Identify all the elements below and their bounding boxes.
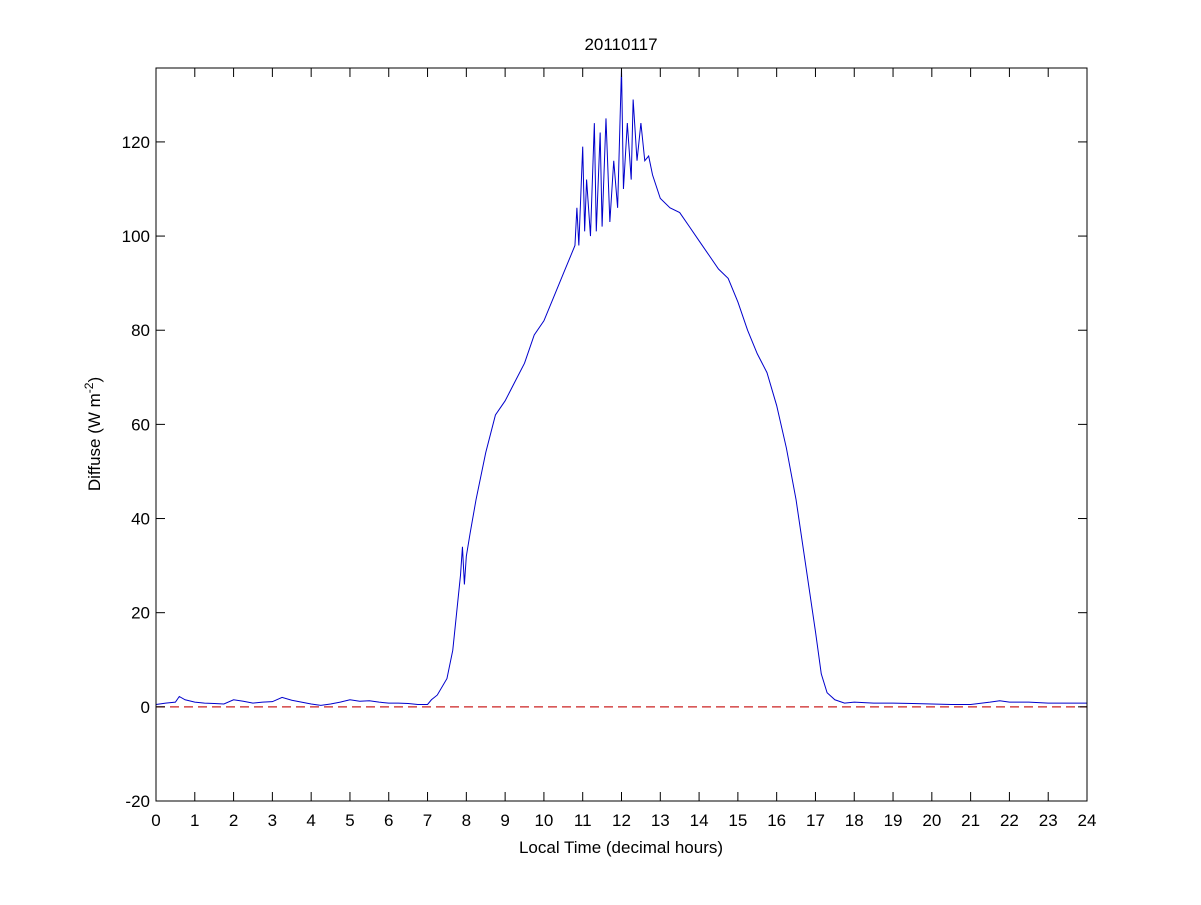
x-tick-label: 16 [767, 811, 786, 830]
x-tick-label: 18 [845, 811, 864, 830]
x-tick-label: 14 [690, 811, 709, 830]
plot-area [156, 68, 1087, 801]
x-tick-label: 19 [884, 811, 903, 830]
y-tick-label: 60 [131, 415, 150, 434]
x-tick-label: 13 [651, 811, 670, 830]
y-tick-label: 80 [131, 321, 150, 340]
x-tick-label: 3 [268, 811, 277, 830]
y-tick-label: 100 [122, 227, 150, 246]
x-tick-label: 21 [961, 811, 980, 830]
y-axis-label-end: ) [85, 377, 104, 383]
x-axis-label: Local Time (decimal hours) [519, 838, 723, 857]
y-axis-label-sup: -2 [82, 382, 96, 393]
x-tick-label: 7 [423, 811, 432, 830]
x-tick-label: 10 [534, 811, 553, 830]
x-tick-label: 6 [384, 811, 393, 830]
x-tick-label: 4 [306, 811, 315, 830]
x-tick-label: 23 [1039, 811, 1058, 830]
y-tick-label: 0 [141, 698, 150, 717]
y-tick-label: 20 [131, 604, 150, 623]
x-tick-label: 24 [1078, 811, 1097, 830]
x-tick-label: 5 [345, 811, 354, 830]
x-tick-label: 22 [1000, 811, 1019, 830]
y-tick-label: 40 [131, 510, 150, 529]
chart-title: 20110117 [584, 35, 657, 54]
x-tick-label: 2 [229, 811, 238, 830]
x-tick-label: 0 [151, 811, 160, 830]
y-tick-label: -20 [125, 792, 150, 811]
x-tick-label: 11 [574, 811, 592, 830]
x-tick-label: 9 [500, 811, 509, 830]
data-line [155, 67, 1087, 706]
x-tick-label: 20 [922, 811, 941, 830]
x-tick-label: 15 [728, 811, 747, 830]
x-tick-label: 12 [612, 811, 631, 830]
y-axis-label: Diffuse (W m-2) [82, 377, 104, 491]
x-tick-label: 1 [190, 811, 199, 830]
y-tick-label: 120 [122, 133, 150, 152]
x-tick-label: 8 [462, 811, 471, 830]
x-tick-label: 17 [806, 811, 825, 830]
y-axis-label-main: Diffuse (W m [85, 393, 104, 491]
